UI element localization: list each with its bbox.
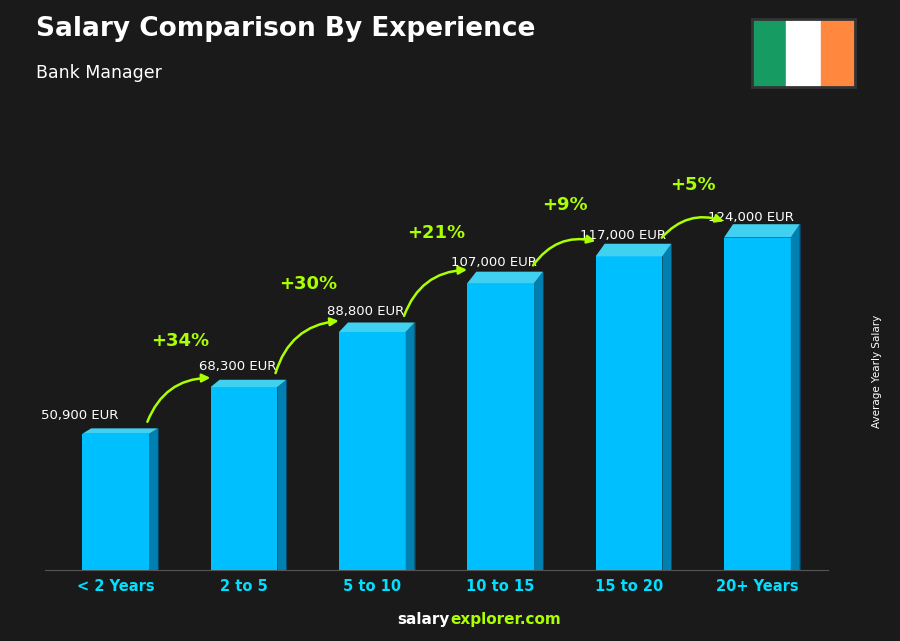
- Text: 50,900 EUR: 50,900 EUR: [41, 409, 118, 422]
- Text: Bank Manager: Bank Manager: [36, 64, 162, 82]
- Text: salary: salary: [398, 612, 450, 627]
- Polygon shape: [534, 272, 543, 570]
- Polygon shape: [791, 224, 800, 570]
- Text: explorer.com: explorer.com: [450, 612, 561, 627]
- Polygon shape: [82, 428, 158, 434]
- Polygon shape: [596, 256, 662, 570]
- Polygon shape: [467, 272, 543, 283]
- Text: +34%: +34%: [150, 332, 209, 350]
- Polygon shape: [662, 244, 671, 570]
- Polygon shape: [339, 322, 415, 332]
- Text: Salary Comparison By Experience: Salary Comparison By Experience: [36, 16, 536, 42]
- Text: 117,000 EUR: 117,000 EUR: [580, 229, 666, 242]
- Polygon shape: [724, 224, 800, 238]
- Polygon shape: [339, 332, 406, 570]
- Polygon shape: [149, 428, 158, 570]
- Text: 107,000 EUR: 107,000 EUR: [451, 256, 537, 269]
- Text: 88,800 EUR: 88,800 EUR: [328, 305, 404, 318]
- Polygon shape: [82, 434, 149, 570]
- Text: +21%: +21%: [408, 224, 465, 242]
- Polygon shape: [467, 283, 534, 570]
- Text: +5%: +5%: [670, 176, 716, 194]
- Polygon shape: [724, 238, 791, 570]
- Bar: [786, 19, 821, 87]
- Bar: [752, 19, 786, 87]
- Polygon shape: [211, 379, 286, 387]
- Text: 124,000 EUR: 124,000 EUR: [708, 211, 794, 224]
- Text: +9%: +9%: [542, 196, 588, 214]
- Text: +30%: +30%: [279, 275, 338, 293]
- Polygon shape: [406, 322, 415, 570]
- Bar: [821, 19, 855, 87]
- Text: 68,300 EUR: 68,300 EUR: [199, 360, 276, 373]
- Polygon shape: [596, 244, 671, 256]
- Polygon shape: [211, 387, 277, 570]
- Text: Average Yearly Salary: Average Yearly Salary: [872, 315, 883, 428]
- Polygon shape: [277, 379, 286, 570]
